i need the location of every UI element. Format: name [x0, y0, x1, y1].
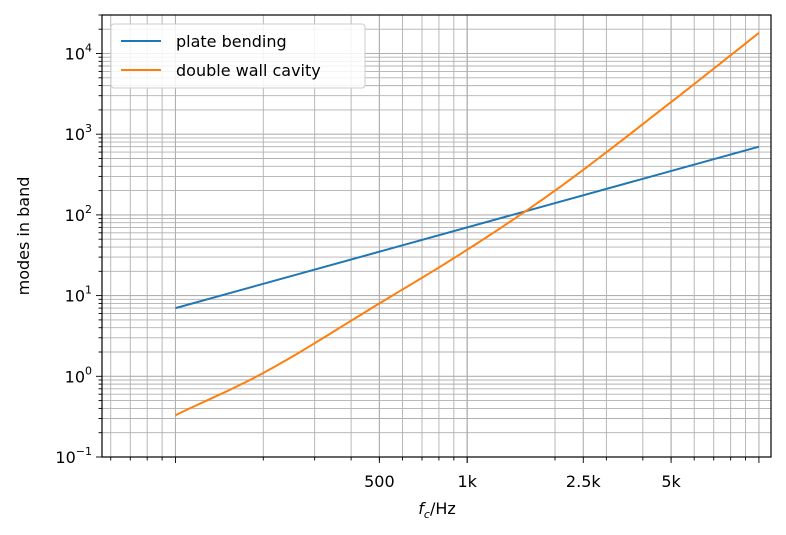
x-tick-label: 5k	[661, 472, 681, 491]
legend-label-plate-bending: plate bending	[176, 32, 287, 51]
series-line-plate-bending	[175, 145, 760, 310]
x-tick-label: 1k	[457, 472, 477, 491]
y-tick-labels: 10−1 100 101 102 103 104	[55, 42, 92, 467]
y-axis-label: modes in band	[14, 177, 33, 296]
series-line-double-wall-cavity	[175, 32, 760, 417]
legend-label-double-wall-cavity: double wall cavity	[176, 61, 321, 80]
legend-box	[110, 23, 366, 89]
plot-frame	[101, 14, 772, 458]
y-tick-label: 104	[65, 42, 92, 64]
x-axis-label: fc/Hz	[418, 499, 456, 521]
legend: plate bending double wall cavity	[110, 23, 366, 89]
y-tick-label: 102	[65, 203, 92, 225]
axis-ticks	[96, 14, 760, 463]
x-tick-label: 500	[364, 472, 395, 491]
y-tick-label: 10−1	[55, 445, 92, 467]
y-tick-label: 100	[65, 364, 92, 386]
series-lines	[175, 32, 760, 417]
y-tick-label: 103	[65, 122, 92, 144]
grid	[102, 14, 771, 458]
x-tick-labels: 500 1k 2.5k 5k	[364, 472, 681, 491]
x-tick-label: 2.5k	[566, 472, 601, 491]
y-tick-label: 101	[65, 284, 92, 306]
